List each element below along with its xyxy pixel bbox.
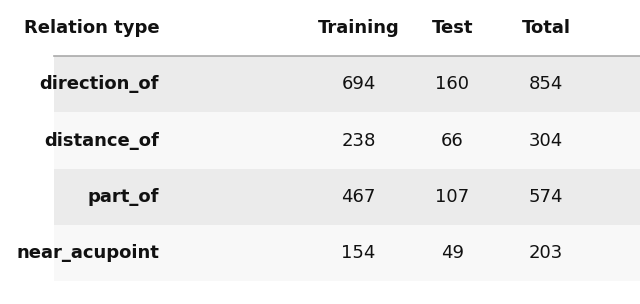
Text: Training: Training — [317, 19, 399, 37]
Text: 203: 203 — [529, 244, 563, 262]
Text: Relation type: Relation type — [24, 19, 159, 37]
Text: direction_of: direction_of — [40, 75, 159, 93]
Text: 107: 107 — [435, 188, 469, 206]
Text: 66: 66 — [441, 132, 464, 150]
Text: 304: 304 — [529, 132, 563, 150]
Text: 467: 467 — [341, 188, 376, 206]
Text: 238: 238 — [341, 132, 376, 150]
Text: 694: 694 — [341, 75, 376, 93]
Text: 574: 574 — [529, 188, 563, 206]
Text: 160: 160 — [435, 75, 469, 93]
Text: part_of: part_of — [88, 188, 159, 206]
Bar — [54, 56, 640, 112]
Text: 154: 154 — [341, 244, 376, 262]
Text: Total: Total — [522, 19, 571, 37]
Bar — [54, 225, 640, 281]
Text: 854: 854 — [529, 75, 563, 93]
Text: Test: Test — [431, 19, 473, 37]
Bar — [54, 112, 640, 169]
Text: 49: 49 — [441, 244, 464, 262]
Bar — [54, 169, 640, 225]
Text: distance_of: distance_of — [44, 132, 159, 150]
Text: near_acupoint: near_acupoint — [16, 244, 159, 262]
